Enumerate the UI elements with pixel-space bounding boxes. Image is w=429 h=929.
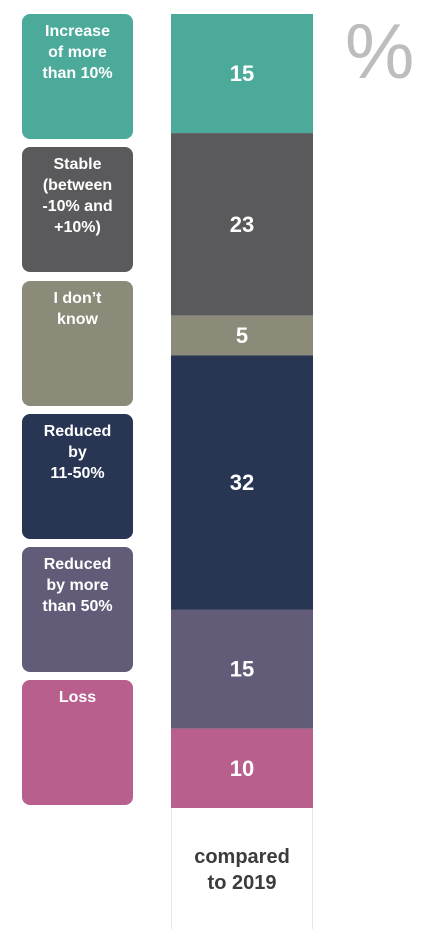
bar-segment-value-4: 15 <box>230 657 254 682</box>
bar-segment-1 <box>171 133 313 316</box>
bar-segment-value-5: 10 <box>230 756 254 781</box>
legend-item-loss: Loss <box>22 680 133 805</box>
bar-segment-value-2: 5 <box>236 323 248 348</box>
legend-item-reduced-more-50: Reduced by more than 50% <box>22 547 133 672</box>
bar-segment-value-0: 15 <box>230 61 254 86</box>
bar-segment-5 <box>171 728 313 808</box>
bar-category-label: compared to 2019 <box>171 808 313 929</box>
bar-segment-value-3: 32 <box>230 470 254 495</box>
bar-segment-2 <box>171 315 313 356</box>
bar-segment-3 <box>171 355 313 610</box>
legend-item-increase: Increase of more than 10% <box>22 14 133 139</box>
bar-segment-4 <box>171 609 313 729</box>
legend-item-reduced-11-50: Reduced by 11-50% <box>22 414 133 539</box>
legend-item-dont-know: I don’t know <box>22 281 133 406</box>
unit-symbol: % <box>345 7 415 95</box>
legend-item-stable: Stable (between -10% and +10%) <box>22 147 133 272</box>
bar-segment-value-1: 23 <box>230 212 254 237</box>
bar-segment-0 <box>171 14 313 134</box>
